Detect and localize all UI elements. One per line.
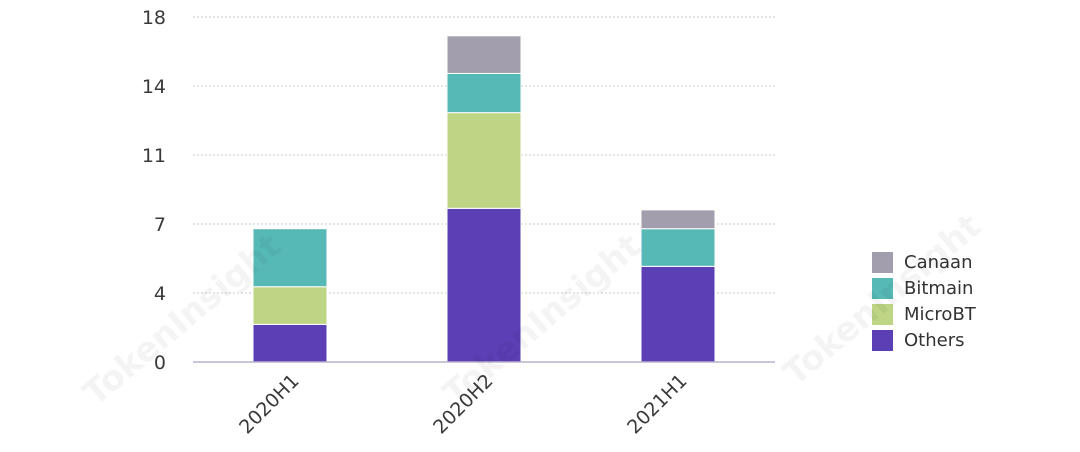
bar-segment-bitmain [252, 228, 328, 288]
legend-item-others: Others [872, 327, 1062, 353]
legend-item-microbt: MicroBT [872, 301, 1062, 327]
legend-label-canaan: Canaan [904, 251, 973, 273]
legend-item-bitmain: Bitmain [872, 275, 1062, 301]
bar-segment-canaan [640, 209, 716, 230]
bar-segment-others [640, 265, 716, 363]
legend-item-canaan: Canaan [872, 249, 1062, 275]
y-tick-label: 0 [154, 352, 166, 374]
x-tick-label: 2020H2 [429, 370, 497, 438]
legend-swatch-bitmain [872, 277, 893, 299]
x-tick-label: 2020H1 [235, 370, 303, 438]
legend-label-microbt: MicroBT [904, 303, 976, 325]
bar-segment-canaan [446, 35, 522, 74]
y-tick-label: 4 [154, 283, 166, 305]
y-tick-label: 14 [142, 76, 166, 98]
y-tick-label: 7 [154, 214, 166, 236]
bar-segment-others [446, 207, 522, 363]
x-axis-labels: 2020H1 2020H2 2021H1 [235, 370, 691, 438]
bar-segment-bitmain [446, 72, 522, 114]
bar-segment-bitmain [640, 228, 716, 267]
legend: Canaan Bitmain MicroBT Others [872, 249, 1062, 353]
y-tick-label: 11 [142, 145, 166, 167]
bars [252, 35, 716, 363]
legend-swatch-microbt [872, 303, 893, 325]
y-tick-label: 18 [142, 7, 166, 29]
y-axis-ticks: 0 4 7 11 14 18 [142, 7, 166, 374]
legend-label-bitmain: Bitmain [904, 277, 974, 299]
legend-swatch-others [872, 329, 893, 351]
x-tick-label: 2021H1 [623, 370, 691, 438]
bar-segment-microbt [252, 286, 328, 325]
bar-segment-others [252, 323, 328, 363]
legend-label-others: Others [904, 329, 965, 351]
bar-segment-microbt [446, 112, 522, 209]
legend-swatch-canaan [872, 251, 893, 273]
